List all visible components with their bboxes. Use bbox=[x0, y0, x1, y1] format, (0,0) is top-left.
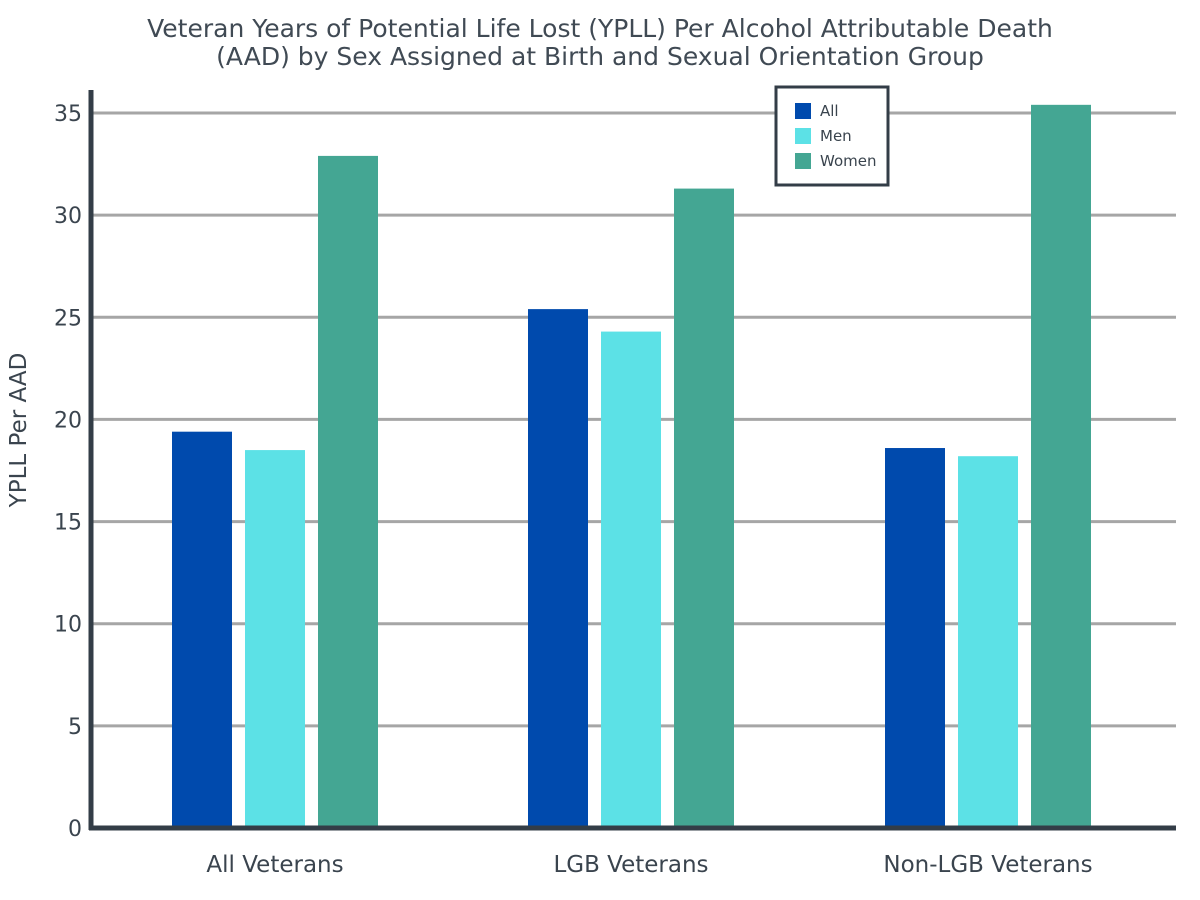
legend-swatch-women bbox=[795, 153, 811, 169]
y-tick-label: 10 bbox=[54, 613, 82, 638]
bar-all-2 bbox=[528, 309, 588, 829]
legend-swatch-men bbox=[795, 128, 811, 144]
y-tick-label: 35 bbox=[54, 102, 82, 127]
y-tick-label: 20 bbox=[54, 408, 82, 433]
y-tick-label: 30 bbox=[54, 204, 82, 229]
y-tick-label: 0 bbox=[68, 817, 82, 842]
legend-label-men: Men bbox=[820, 127, 852, 145]
bar-all-1 bbox=[172, 431, 232, 828]
legend-label-women: Women bbox=[820, 152, 876, 170]
x-category-labels: All Veterans LGB Veterans Non-LGB Veterans bbox=[206, 852, 1092, 878]
legend-box bbox=[774, 85, 890, 187]
bars bbox=[172, 104, 1091, 829]
x-category-label: Non-LGB Veterans bbox=[883, 852, 1092, 878]
chart-title-line-1: Veteran Years of Potential Life Lost (YP… bbox=[147, 14, 1053, 43]
bar-men-2 bbox=[601, 331, 661, 828]
bar-men-1 bbox=[245, 450, 305, 828]
x-category-label: LGB Veterans bbox=[553, 852, 708, 878]
chart-title-line-2: (AAD) by Sex Assigned at Birth and Sexua… bbox=[216, 42, 984, 71]
bar-all-3 bbox=[885, 448, 945, 828]
legend-swatch-all bbox=[795, 103, 811, 119]
bar-women-2 bbox=[674, 188, 734, 829]
x-category-label: All Veterans bbox=[206, 852, 343, 878]
legend-label-all: All bbox=[820, 102, 839, 120]
bar-women-1 bbox=[318, 155, 378, 828]
y-tick-labels: 0 5 10 15 20 25 30 35 bbox=[54, 102, 82, 842]
y-tick-label: 5 bbox=[68, 715, 82, 740]
bar-women-3 bbox=[1031, 104, 1091, 829]
y-axis-label: YPLL Per AAD bbox=[6, 353, 32, 509]
legend: All Men Women bbox=[774, 85, 890, 187]
y-tick-label: 25 bbox=[54, 306, 82, 331]
bar-men-3 bbox=[958, 456, 1018, 828]
y-tick-label: 15 bbox=[54, 511, 82, 536]
